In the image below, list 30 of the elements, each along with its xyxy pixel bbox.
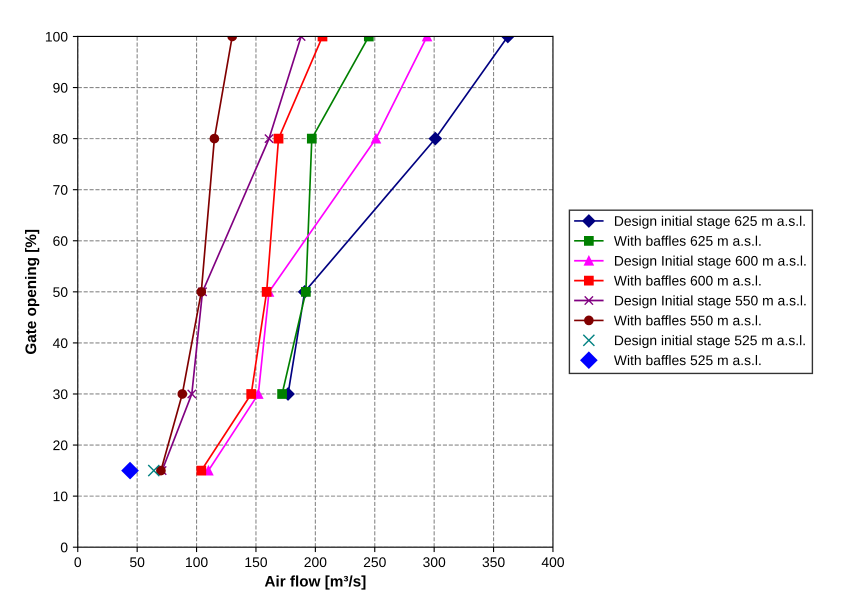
legend-label: Design Initial stage 550 m a.s.l. — [614, 295, 806, 308]
y-tick-label: 20 — [53, 440, 68, 450]
y-tick-label: 90 — [53, 82, 68, 93]
x-tick-label: 50 — [130, 557, 144, 568]
legend-label: Design Initial stage 600 m a.s.l. — [614, 256, 806, 268]
x-tick-label: 350 — [482, 557, 505, 568]
y-tick-label: 80 — [53, 134, 68, 144]
legend-label: Design initial stage 625 m a.s.l. — [614, 216, 805, 229]
y-axis-title: Gate opening [%] — [25, 230, 40, 354]
y-tick-label: 70 — [53, 185, 68, 195]
legend-label: With baffles 625 m a.s.l. — [614, 236, 761, 246]
x-axis-title: Air flow [m³/s] — [264, 575, 366, 590]
legend-label: With baffles 550 m a.s.l. — [614, 315, 761, 326]
y-tick-label: 0 — [60, 542, 68, 552]
y-tick-label: 30 — [53, 389, 68, 400]
x-tick-label: 100 — [186, 557, 208, 568]
y-tick-label: 40 — [52, 338, 68, 348]
x-tick-label: 0 — [74, 557, 82, 568]
y-tick-label: 10 — [54, 491, 68, 502]
x-tick-label: 150 — [245, 557, 268, 568]
y-tick-label: 60 — [53, 236, 68, 246]
x-tick-label: 400 — [542, 557, 564, 568]
legend-label: With baffles 600 m a.s.l. — [614, 275, 761, 286]
x-tick-label: 250 — [364, 557, 386, 568]
legend-label: With baffles 525 m a.s.l. — [614, 354, 761, 366]
y-tick-label: 100 — [46, 32, 68, 42]
y-tick-label: 50 — [53, 287, 68, 298]
x-tick-label: 300 — [423, 557, 446, 568]
legend-label: Design initial stage 525 m a.s.l. — [614, 335, 805, 348]
x-tick-label: 200 — [304, 557, 326, 568]
